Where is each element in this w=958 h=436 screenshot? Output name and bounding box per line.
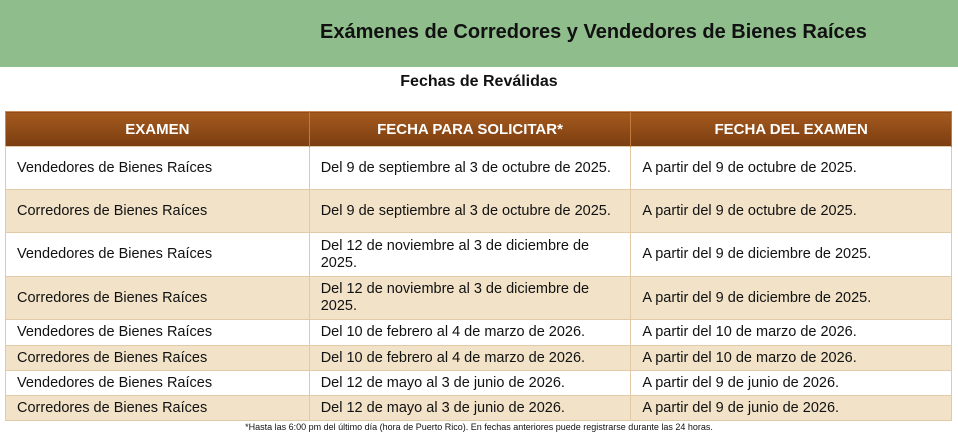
- exam-dates-table: EXAMEN FECHA PARA SOLICITAR* FECHA DEL E…: [5, 111, 952, 421]
- table-row: Corredores de Bienes Raíces Del 12 de nov…: [5, 276, 952, 320]
- title-banner: Exámenes de Corredores y Vendedores de B…: [0, 0, 958, 67]
- table-cell: A partir del 10 de marzo de 2026.: [630, 345, 952, 371]
- table-cell: A partir del 9 de diciembre de 2025.: [630, 232, 952, 277]
- footnote: *Hasta las 6:00 pm del último día (hora …: [245, 422, 713, 432]
- table-cell: Vendedores de Bienes Raíces: [5, 232, 310, 277]
- column-header: EXAMEN: [5, 111, 310, 147]
- subtitle: Fechas de Reválidas: [400, 73, 558, 90]
- table-row: Vendedores de Bienes Raíces Del 12 de may…: [5, 370, 952, 396]
- table-cell: Corredores de Bienes Raíces: [5, 276, 310, 320]
- table-cell: Corredores de Bienes Raíces: [5, 345, 310, 371]
- table-cell: A partir del 9 de junio de 2026.: [630, 370, 952, 396]
- table-row: Vendedores de Bienes Raíces Del 9 de sept…: [5, 146, 952, 190]
- table-cell: Del 9 de septiembre al 3 de octubre de 2…: [308, 189, 632, 233]
- table-cell: Corredores de Bienes Raíces: [5, 395, 310, 421]
- page-title: Exámenes de Corredores y Vendedores de B…: [320, 21, 867, 43]
- table-cell: A partir del 9 de octubre de 2025.: [630, 146, 952, 190]
- table-cell: Del 9 de septiembre al 3 de octubre de 2…: [308, 146, 632, 190]
- table-row: Vendedores de Bienes Raíces Del 10 de feb…: [5, 319, 952, 346]
- table-cell: Del 10 de febrero al 4 de marzo de 2026.: [308, 319, 632, 346]
- table-cell: Del 12 de noviembre al 3 de diciembre de…: [308, 276, 632, 320]
- table-cell: Del 10 de febrero al 4 de marzo de 2026.: [308, 345, 632, 371]
- table-header-row: EXAMEN FECHA PARA SOLICITAR* FECHA DEL E…: [5, 111, 952, 147]
- table-cell: Del 12 de noviembre al 3 de diciembre de…: [308, 232, 632, 277]
- column-header: FECHA DEL EXAMEN: [630, 111, 952, 147]
- table-cell: A partir del 10 de marzo de 2026.: [630, 319, 952, 346]
- table-row: Corredores de Bienes Raíces Del 9 de sept…: [5, 189, 952, 233]
- table-cell: Del 12 de mayo al 3 de junio de 2026.: [308, 370, 632, 396]
- table-cell: Corredores de Bienes Raíces: [5, 189, 310, 233]
- table-cell: Vendedores de Bienes Raíces: [5, 370, 310, 396]
- table-row: Corredores de Bienes Raíces Del 10 de feb…: [5, 345, 952, 371]
- table-cell: A partir del 9 de junio de 2026.: [630, 395, 952, 421]
- table-row: Vendedores de Bienes Raíces Del 12 de nov…: [5, 232, 952, 277]
- column-header: FECHA PARA SOLICITAR*: [309, 111, 632, 147]
- table-cell: Vendedores de Bienes Raíces: [5, 319, 310, 346]
- table-cell: Del 12 de mayo al 3 de junio de 2026.: [308, 395, 632, 421]
- table-cell: A partir del 9 de octubre de 2025.: [630, 189, 952, 233]
- table-cell: A partir del 9 de diciembre de 2025.: [630, 276, 952, 320]
- table-cell: Vendedores de Bienes Raíces: [5, 146, 310, 190]
- table-row: Corredores de Bienes Raíces Del 12 de may…: [5, 395, 952, 421]
